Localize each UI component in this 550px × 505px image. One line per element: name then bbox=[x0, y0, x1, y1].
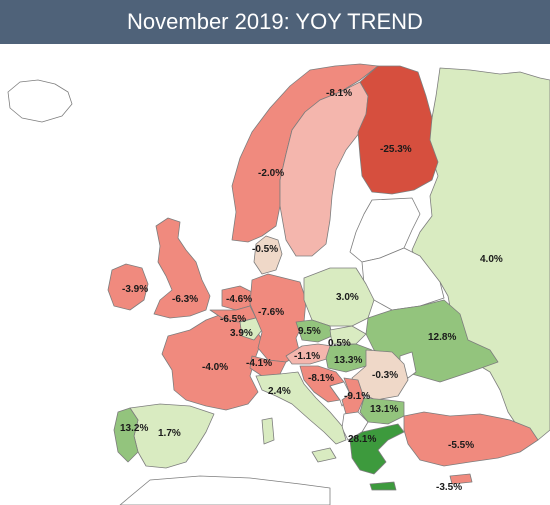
europe-map: -8.1% -25.3% -2.0% 4.0% -0.5% -3.9% -6.3… bbox=[0, 44, 550, 505]
label-turkey: -5.5% bbox=[448, 440, 474, 451]
country-bulgaria[interactable] bbox=[359, 397, 405, 425]
label-croatia: -8.1% bbox=[308, 373, 334, 384]
label-slovakia: 0.5% bbox=[328, 338, 351, 349]
country-cyprus[interactable] bbox=[449, 473, 473, 485]
label-austria: -1.1% bbox=[294, 351, 320, 362]
label-sweden: -2.0% bbox=[258, 168, 284, 179]
label-netherlands: -4.6% bbox=[226, 294, 252, 305]
page-title: November 2019: YOY TREND bbox=[0, 0, 550, 44]
country-italy-sardinia[interactable] bbox=[261, 417, 275, 445]
label-czech: 9.5% bbox=[298, 326, 321, 337]
map-svg: -8.1% -25.3% -2.0% 4.0% -0.5% -3.9% -6.3… bbox=[0, 44, 550, 505]
label-italy: 2.4% bbox=[268, 386, 291, 397]
country-greece[interactable] bbox=[349, 423, 405, 475]
label-poland: 3.0% bbox=[336, 292, 359, 303]
country-luxembourg[interactable] bbox=[239, 317, 263, 341]
country-italy-sicily[interactable] bbox=[311, 447, 337, 463]
label-uk: -6.3% bbox=[172, 294, 198, 305]
label-spain: 1.7% bbox=[158, 428, 181, 439]
label-norway: -8.1% bbox=[326, 88, 352, 99]
country-finland[interactable] bbox=[357, 65, 439, 195]
label-belgium: -6.5% bbox=[220, 314, 246, 325]
label-denmark: -0.5% bbox=[252, 244, 278, 255]
label-germany: -7.6% bbox=[258, 307, 284, 318]
country-turkey[interactable] bbox=[403, 411, 539, 467]
label-cyprus: -3.5% bbox=[436, 482, 462, 493]
label-hungary: 13.3% bbox=[334, 355, 362, 366]
label-ukraine: 12.8% bbox=[428, 332, 456, 343]
country-romania[interactable] bbox=[351, 349, 409, 401]
country-iceland[interactable] bbox=[7, 79, 73, 123]
label-switzerland: -4.1% bbox=[246, 358, 272, 369]
label-bulgaria: 13.1% bbox=[370, 404, 398, 415]
label-portugal: 13.2% bbox=[120, 423, 148, 434]
label-romania: -0.3% bbox=[372, 370, 398, 381]
country-italy[interactable] bbox=[255, 371, 347, 445]
label-greece: 28.1% bbox=[348, 434, 376, 445]
label-france: -4.0% bbox=[202, 362, 228, 373]
label-serbia: -9.1% bbox=[344, 391, 370, 402]
label-ireland: -3.9% bbox=[122, 284, 148, 295]
value-labels: -8.1% -25.3% -2.0% 4.0% -0.5% -3.9% -6.3… bbox=[120, 88, 503, 493]
country-uk[interactable] bbox=[153, 217, 211, 319]
north-africa-outline bbox=[119, 475, 331, 505]
country-ireland[interactable] bbox=[107, 263, 149, 311]
country-greece-crete[interactable] bbox=[369, 481, 397, 491]
country-norway[interactable] bbox=[231, 63, 379, 243]
country-hungary[interactable] bbox=[325, 343, 373, 373]
country-slovakia[interactable] bbox=[329, 325, 367, 345]
label-russia: 4.0% bbox=[480, 254, 503, 265]
label-luxembourg: 3.9% bbox=[230, 328, 253, 339]
country-denmark[interactable] bbox=[253, 235, 283, 275]
title-text: November 2019: YOY TREND bbox=[127, 9, 423, 34]
label-finland: -25.3% bbox=[380, 144, 412, 155]
country-portugal[interactable] bbox=[113, 407, 139, 463]
